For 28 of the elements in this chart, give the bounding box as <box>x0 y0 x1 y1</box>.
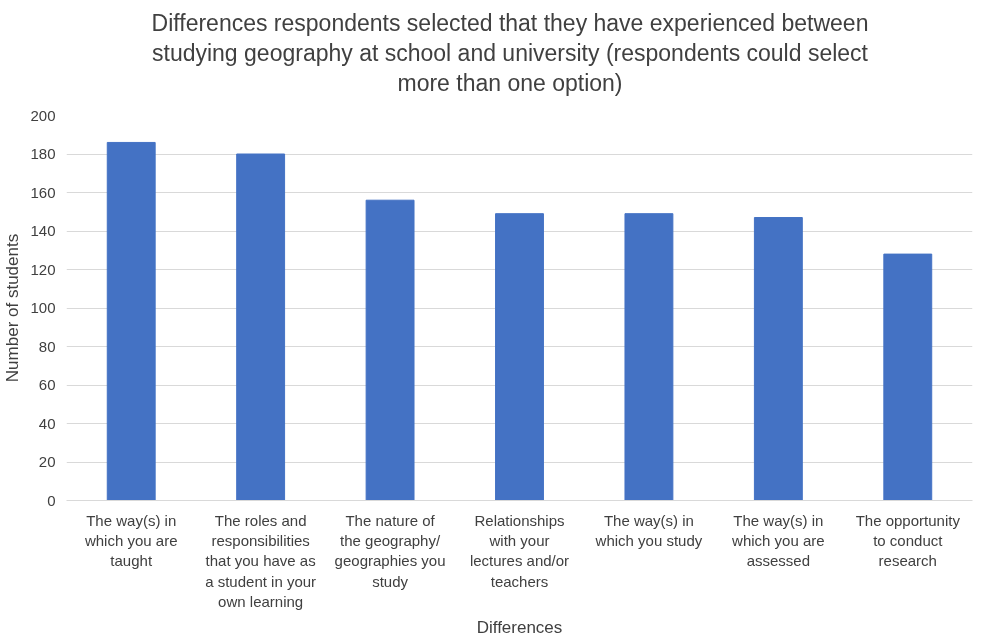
x-tick-label: The way(s) in which you are taught <box>83 511 178 570</box>
x-tick-label: The nature of the geography/ geographies you study <box>334 511 446 590</box>
x-tick-label: The opportunity to conduct research <box>855 511 961 570</box>
y-tick-label: 80 <box>38 337 56 355</box>
bar <box>883 253 933 501</box>
y-tick-label: 40 <box>38 414 56 432</box>
y-tick-label: 180 <box>30 145 56 162</box>
bar <box>365 199 415 501</box>
y-tick-label: 20 <box>38 453 56 470</box>
chart-title: Differences respondents selected that they have experienced between studying geography at school and university (respondents could select more than one option) <box>150 9 870 98</box>
x-axis-title: Differences <box>476 618 563 636</box>
y-tick-label: 200 <box>30 106 56 124</box>
x-tick-label: The roles and responsibilities that you have as a student in your own learning <box>205 511 317 611</box>
y-tick-label: 60 <box>38 376 56 393</box>
x-tick-label: Relationships with your lectures and/or teachers <box>469 511 570 590</box>
bar <box>624 213 674 501</box>
x-tick-label: The way(s) in which you are assessed <box>731 511 825 570</box>
y-tick-label: 160 <box>30 183 56 201</box>
bar <box>753 217 803 501</box>
bar <box>236 153 286 501</box>
y-tick-label: 140 <box>30 222 56 239</box>
bar <box>106 141 156 501</box>
y-tick-label: 0 <box>47 491 56 509</box>
y-axis-title: Number of students <box>3 233 23 383</box>
y-tick-label: 100 <box>30 299 56 316</box>
x-tick-label: The way(s) in which you study <box>594 511 703 549</box>
bar <box>495 213 544 501</box>
y-tick-label: 120 <box>30 260 56 278</box>
